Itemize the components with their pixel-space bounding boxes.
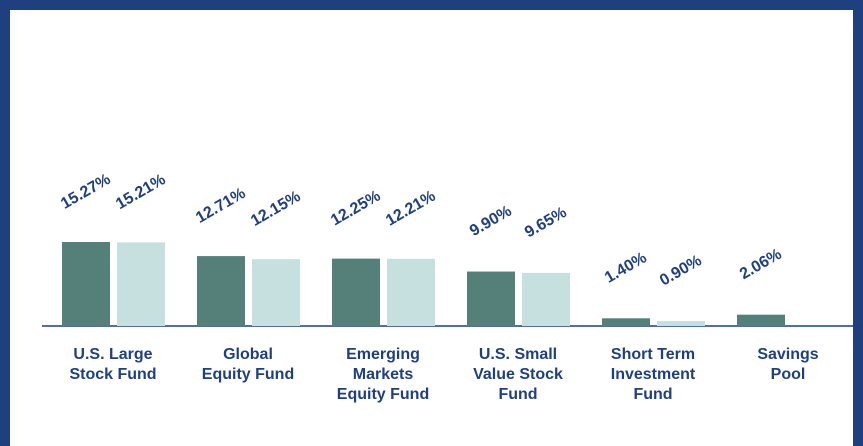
bar — [197, 256, 245, 326]
bar — [657, 321, 705, 326]
bar — [522, 272, 570, 326]
bar — [117, 242, 165, 326]
category-label: Global Equity Fund — [202, 346, 294, 383]
panel — [10, 10, 853, 446]
bar — [387, 258, 435, 326]
bar — [467, 271, 515, 326]
category-label: Emerging Markets Equity Fund — [337, 346, 429, 403]
category-label: Short Term Investment Fund — [611, 346, 696, 403]
category-label: U.S. Small Value Stock Fund — [473, 346, 563, 403]
bar — [602, 318, 650, 326]
bar — [332, 258, 380, 326]
category-label: Savings Pool — [757, 346, 818, 383]
bar — [252, 259, 300, 326]
bar — [737, 314, 785, 326]
category-label: U.S. Large Stock Fund — [69, 346, 156, 383]
bar — [62, 242, 110, 326]
